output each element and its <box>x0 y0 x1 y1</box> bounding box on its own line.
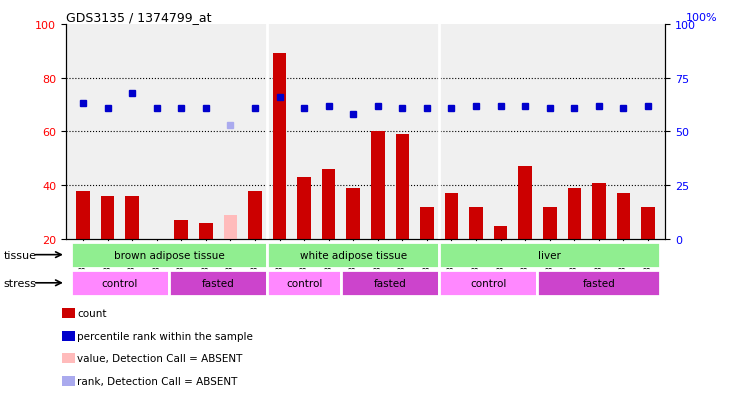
Bar <box>537 270 660 296</box>
Bar <box>169 270 268 296</box>
Bar <box>71 242 268 268</box>
Text: white adipose tissue: white adipose tissue <box>300 250 406 260</box>
Bar <box>469 207 482 240</box>
Text: GDS3135 / 1374799_at: GDS3135 / 1374799_at <box>66 11 211 24</box>
Text: liver: liver <box>538 250 561 260</box>
Bar <box>298 178 311 240</box>
Bar <box>592 183 606 240</box>
Bar <box>268 242 439 268</box>
Bar <box>125 197 139 240</box>
Text: percentile rank within the sample: percentile rank within the sample <box>77 331 254 341</box>
Bar <box>268 270 341 296</box>
Bar <box>71 270 169 296</box>
Text: brown adipose tissue: brown adipose tissue <box>113 250 224 260</box>
Bar <box>420 207 433 240</box>
Text: count: count <box>77 308 107 318</box>
Bar <box>617 194 630 240</box>
Text: rank, Detection Call = ABSENT: rank, Detection Call = ABSENT <box>77 376 238 386</box>
Bar <box>322 170 336 240</box>
Text: fasted: fasted <box>202 278 235 288</box>
Text: control: control <box>470 278 507 288</box>
Text: value, Detection Call = ABSENT: value, Detection Call = ABSENT <box>77 354 243 363</box>
Bar <box>175 221 188 240</box>
Text: fasted: fasted <box>583 278 616 288</box>
Bar <box>224 216 237 240</box>
Text: fasted: fasted <box>374 278 406 288</box>
Bar <box>199 223 213 240</box>
Bar <box>101 197 114 240</box>
Bar <box>444 194 458 240</box>
Bar <box>395 135 409 240</box>
Bar <box>439 270 537 296</box>
Text: control: control <box>286 278 322 288</box>
Y-axis label: 100%: 100% <box>686 13 717 23</box>
Bar <box>494 226 507 240</box>
Bar <box>543 207 556 240</box>
Bar <box>346 188 360 240</box>
Bar <box>567 188 581 240</box>
Bar <box>249 191 262 240</box>
Bar <box>439 242 660 268</box>
Bar <box>518 167 532 240</box>
Bar <box>273 55 287 240</box>
Text: control: control <box>102 278 138 288</box>
Bar <box>341 270 439 296</box>
Bar <box>371 132 385 240</box>
Text: tissue: tissue <box>4 250 37 260</box>
Bar <box>641 207 655 240</box>
Bar <box>76 191 90 240</box>
Text: stress: stress <box>4 278 37 288</box>
